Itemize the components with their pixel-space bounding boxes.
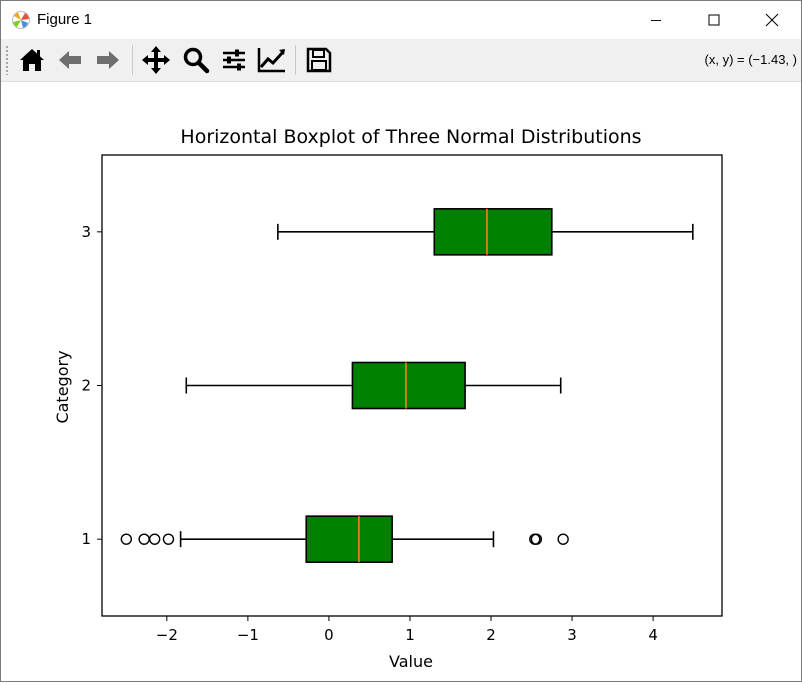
pan-icon	[142, 46, 170, 74]
zoom-icon	[183, 47, 210, 74]
minimize-icon	[651, 20, 661, 21]
y-axis-label: Category	[53, 350, 72, 423]
x-tick-label: 2	[486, 626, 496, 644]
box-category-3	[433, 208, 553, 256]
title-bar[interactable]: Figure 1	[1, 1, 801, 39]
save-icon	[306, 47, 332, 73]
close-icon	[765, 13, 779, 27]
configure-subplots-button[interactable]	[217, 43, 251, 77]
edit-axis-icon	[257, 48, 285, 73]
chart-title: Horizontal Boxplot of Three Normal Distr…	[180, 126, 641, 148]
cursor-coordinates: (x, y) = (−1.43, )	[704, 52, 797, 67]
toolbar-separator	[132, 45, 133, 75]
figure-canvas[interactable]: Horizontal Boxplot of Three Normal Distr…	[1, 81, 801, 681]
x-tick-label: 3	[567, 626, 577, 644]
x-tick-label: −2	[156, 626, 178, 644]
outlier-point	[162, 533, 175, 545]
box-category-2	[351, 361, 466, 410]
x-tick-label: 4	[648, 626, 658, 644]
zoom-button[interactable]	[179, 43, 213, 77]
x-tick-label: −1	[237, 626, 259, 644]
minimize-button[interactable]	[627, 1, 685, 39]
window-title: Figure 1	[37, 11, 93, 28]
pan-button[interactable]	[139, 43, 173, 77]
edit-axis-button[interactable]	[255, 43, 289, 77]
back-arrow-icon	[59, 51, 81, 69]
outlier-point	[557, 533, 569, 545]
home-icon	[20, 49, 44, 71]
back-button[interactable]	[53, 43, 87, 77]
plot-area: −2 −1 0 1 2 3 4 1 2 3	[81, 154, 723, 644]
forward-arrow-icon	[97, 51, 119, 69]
configure-subplots-icon	[223, 49, 245, 71]
x-tick-label: 1	[405, 626, 415, 644]
save-button[interactable]	[302, 43, 336, 77]
matplotlib-logo-icon	[11, 10, 31, 30]
close-button[interactable]	[743, 1, 801, 39]
outlier-point	[138, 533, 150, 545]
boxplot-chart: Horizontal Boxplot of Three Normal Distr…	[53, 126, 723, 671]
box-category-1	[305, 515, 393, 563]
y-tick-label: 2	[81, 377, 91, 395]
maximize-icon	[708, 14, 720, 26]
home-button[interactable]	[15, 43, 49, 77]
outlier-point	[120, 533, 133, 545]
y-tick-label: 3	[81, 223, 91, 241]
x-tick-label: 0	[324, 626, 334, 644]
navigation-toolbar: (x, y) = (−1.43, )	[1, 39, 801, 82]
outlier-point	[148, 533, 161, 545]
toolbar-separator	[295, 45, 296, 75]
toolbar-grip[interactable]	[5, 45, 9, 75]
maximize-button[interactable]	[685, 1, 743, 39]
x-axis-label: Value	[389, 652, 433, 671]
outlier-point	[530, 533, 543, 545]
forward-button[interactable]	[91, 43, 125, 77]
y-tick-label: 1	[81, 530, 91, 548]
